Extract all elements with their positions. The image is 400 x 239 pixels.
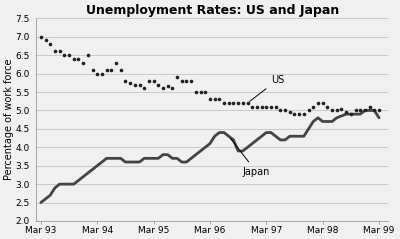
Y-axis label: Percentage of work force: Percentage of work force <box>4 59 14 180</box>
Text: Japan: Japan <box>230 138 270 177</box>
Title: Unemployment Rates: US and Japan: Unemployment Rates: US and Japan <box>86 4 339 17</box>
Text: US: US <box>250 75 284 101</box>
